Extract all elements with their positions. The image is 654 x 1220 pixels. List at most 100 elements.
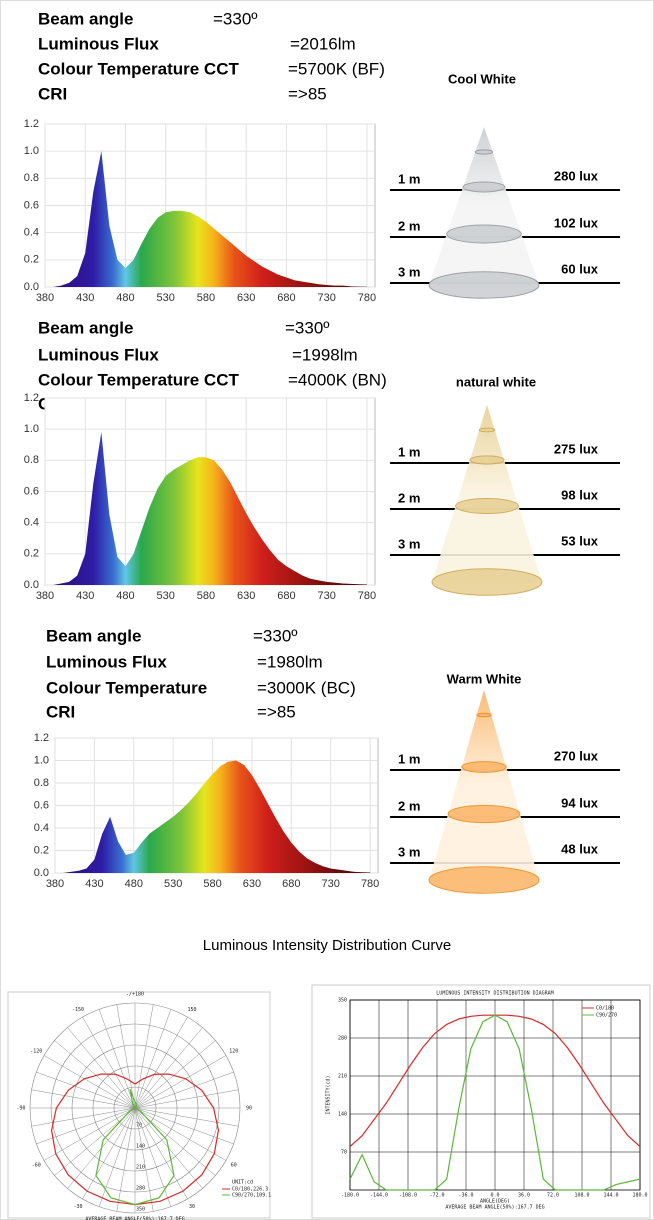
polar-spoke	[116, 1107, 136, 1212]
y-tick-label: 0.4	[24, 517, 39, 529]
spectrum-area	[55, 760, 371, 873]
angle-label: -120	[30, 1049, 42, 1055]
lux: 48 lux	[561, 841, 599, 856]
spec-value: =330º	[285, 318, 330, 337]
x-tick-label: 480	[125, 878, 143, 890]
angle-label: -60	[32, 1163, 41, 1169]
light-disc	[455, 497, 519, 515]
intensity-line	[349, 1014, 641, 1191]
light-cone	[429, 127, 539, 285]
polar-spoke	[134, 1009, 172, 1109]
y-tick-label: 1.0	[24, 145, 39, 157]
angle-label: -30	[73, 1204, 82, 1210]
spec-label: CRI	[38, 84, 67, 103]
y-tick-label: 0.0	[24, 579, 39, 591]
polar-spoke	[134, 1107, 154, 1212]
distance: 3 m	[398, 264, 420, 279]
spectrum-area	[45, 432, 367, 585]
spec-label: Luminous Flux	[38, 345, 159, 364]
light-disc	[469, 455, 505, 465]
x-tick-label: 430	[85, 878, 103, 890]
y-tick-label: 0.0	[24, 281, 39, 293]
light-disc	[428, 866, 540, 894]
radial-tick-label: 70	[136, 1123, 142, 1129]
x-tick-label: 180.0	[632, 1193, 647, 1199]
x-tick-label: 780	[358, 590, 376, 602]
lux: 275 lux	[554, 441, 599, 456]
light-disc	[478, 427, 496, 433]
light-cone	[432, 405, 542, 582]
cone-title: Cool White	[448, 71, 516, 86]
angle-label: 150	[187, 1007, 196, 1013]
polar-spoke	[43, 1107, 136, 1161]
spec-value: =3000K (BC)	[257, 678, 356, 697]
polar-spoke	[134, 1055, 227, 1109]
spec-label: Colour Temperature CCT	[38, 59, 239, 78]
legend-label: C90/270,109.1	[232, 1193, 271, 1199]
polar-spoke	[43, 1055, 136, 1109]
x-tick-label: 0.0	[490, 1193, 499, 1199]
y-tick-label: 0.0	[34, 867, 49, 879]
lux: 102 lux	[554, 215, 599, 230]
x-tick-label: 730	[318, 292, 336, 304]
x-tick-label: -144.0	[370, 1193, 388, 1199]
y-tick-label: 0.8	[24, 172, 39, 184]
x-tick-label: 630	[237, 590, 255, 602]
y-tick-label: 0.2	[24, 254, 39, 266]
x-tick-label: -108.0	[399, 1193, 417, 1199]
distribution-title: Luminous Intensity Distribution Curve	[203, 937, 451, 954]
lux: 94 lux	[561, 795, 599, 810]
y-axis-label: INTENSITY(cd)	[326, 1075, 332, 1114]
x-tick-label: 730	[322, 878, 340, 890]
spec-label: Beam angle	[38, 318, 133, 337]
y-tick-label: 1.2	[24, 392, 39, 404]
y-tick-label: 350	[338, 998, 347, 1004]
y-tick-label: 0.2	[34, 844, 49, 856]
y-tick-label: 0.8	[24, 454, 39, 466]
x-tick-label: 36.0	[518, 1193, 530, 1199]
x-tick-label: 430	[76, 292, 94, 304]
x-tick-label: 780	[361, 878, 379, 890]
spec-value: =1980lm	[257, 652, 323, 671]
polar-spoke	[67, 1027, 136, 1109]
x-tick-label: 780	[358, 292, 376, 304]
distance: 2 m	[398, 490, 420, 505]
cart-frame	[311, 984, 651, 1219]
spec-value: =1998lm	[292, 345, 358, 364]
polar-spoke	[98, 1009, 136, 1109]
spec-label: Luminous Flux	[46, 652, 167, 671]
spec-label: Beam angle	[46, 626, 141, 645]
x-tick-label: 630	[243, 878, 261, 890]
spectrum-area	[45, 151, 367, 287]
x-tick-label: 480	[116, 590, 134, 602]
x-tick-label: 530	[157, 590, 175, 602]
x-tick-label: -180.0	[341, 1193, 359, 1199]
x-tick-label: 680	[277, 590, 295, 602]
angle-label: 30	[189, 1204, 195, 1210]
polar-spoke	[31, 1107, 136, 1127]
polar-spoke	[134, 1107, 239, 1127]
legend-label: C90/270	[596, 1013, 617, 1019]
polar-spoke	[134, 1040, 216, 1109]
polar-spoke	[134, 1004, 154, 1109]
y-tick-label: 0.4	[34, 822, 49, 834]
x-tick-label: 380	[36, 590, 54, 602]
beam-note: AVERAGE BEAM ANGLE(50%):167.7 DEG	[85, 1217, 184, 1220]
x-tick-label: 108.0	[574, 1193, 589, 1199]
polar-spoke	[116, 1004, 136, 1109]
x-tick-label: 680	[282, 878, 300, 890]
lux: 98 lux	[561, 487, 599, 502]
spec-label: CRI	[46, 702, 75, 721]
light-disc	[476, 712, 492, 718]
spec-label: Beam angle	[38, 9, 133, 28]
light-disc	[447, 804, 521, 824]
spec-value: =330º	[253, 626, 298, 645]
spec-value: =2016lm	[290, 34, 356, 53]
radial-tick-label: 350	[136, 1207, 145, 1213]
radial-tick-label: 210	[136, 1165, 145, 1171]
lux: 280 lux	[554, 168, 599, 183]
light-disc	[461, 761, 507, 773]
radial-tick-label: 140	[136, 1144, 145, 1150]
y-tick-label: 140	[338, 1112, 347, 1118]
distance: 3 m	[398, 536, 420, 551]
